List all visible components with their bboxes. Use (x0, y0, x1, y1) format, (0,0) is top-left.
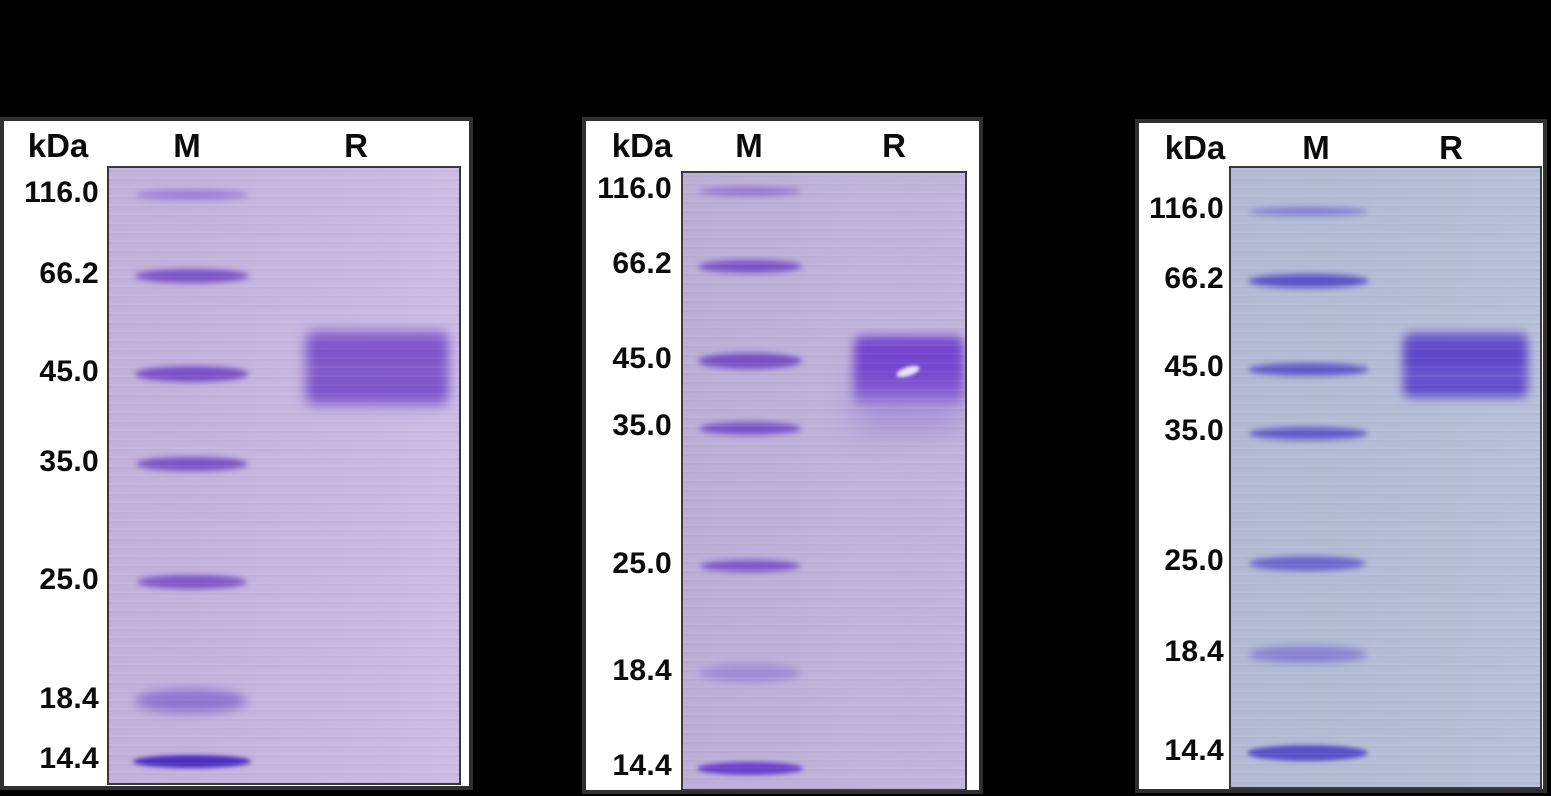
kda-unit-label: kDa (611, 127, 673, 164)
marker-band-18 (1248, 646, 1367, 663)
mw-label-35: 35.0 (1164, 414, 1224, 447)
marker-band-14 (133, 755, 251, 768)
mw-label-25: 25.0 (39, 563, 99, 596)
gel-image (107, 166, 461, 785)
marker-lane-label: M (735, 127, 763, 164)
mw-label-35: 35.0 (612, 409, 672, 442)
mw-label-66: 66.2 (39, 257, 99, 290)
mw-label-116: 116.0 (24, 176, 99, 209)
marker-band-66 (135, 269, 249, 283)
mw-label-18: 18.4 (1164, 635, 1224, 668)
gel-panel-2: kDa M R 116.0 66.2 45.0 35.0 25.0 18.4 1… (582, 117, 983, 794)
sample-band-r (1403, 333, 1528, 398)
marker-band-116 (1249, 207, 1368, 216)
gel-panel-1: kDa M R 116.0 66.2 45.0 35.0 25.0 18.4 1… (0, 117, 473, 790)
mw-label-66: 66.2 (612, 247, 672, 280)
mw-label-14: 14.4 (1164, 734, 1224, 767)
sample-lane-label: R (344, 127, 368, 164)
marker-band-66 (1248, 274, 1369, 288)
mw-label-45: 45.0 (612, 342, 672, 375)
gel-image (681, 171, 967, 791)
marker-band-116 (699, 187, 801, 196)
marker-band-45 (698, 353, 802, 369)
marker-band-45 (1248, 363, 1369, 376)
mw-label-14: 14.4 (39, 742, 99, 775)
sample-band-r (306, 331, 449, 406)
sample-lane-label: R (1439, 129, 1463, 166)
marker-band-35 (136, 457, 248, 471)
marker-band-66 (698, 260, 802, 273)
marker-band-25 (137, 575, 247, 589)
mw-label-35: 35.0 (39, 445, 99, 478)
marker-band-35 (699, 422, 801, 435)
sample-lane-label: R (882, 127, 906, 164)
mw-label-25: 25.0 (612, 547, 672, 580)
mw-label-116: 116.0 (1149, 192, 1224, 225)
marker-lane-label: M (1302, 129, 1330, 166)
marker-band-116 (136, 190, 248, 200)
mw-label-18: 18.4 (39, 682, 99, 715)
mw-label-116: 116.0 (597, 172, 672, 205)
marker-band-25 (700, 560, 800, 572)
kda-unit-label: kDa (1164, 129, 1226, 166)
marker-band-18 (135, 689, 247, 713)
marker-band-45 (135, 366, 249, 382)
gel-panel-3: kDa M R 116.0 66.2 45.0 35.0 25.0 18.4 1… (1135, 119, 1547, 793)
gel-image (1229, 166, 1542, 789)
mw-label-18: 18.4 (612, 654, 672, 687)
marker-band-14 (1247, 745, 1368, 761)
marker-band-25 (1249, 556, 1366, 571)
marker-band-14 (697, 762, 803, 775)
kda-unit-label: kDa (27, 127, 89, 164)
mw-label-66: 66.2 (1164, 262, 1224, 295)
gel-artifact-speck (895, 363, 921, 380)
mw-label-25: 25.0 (1164, 544, 1224, 577)
marker-band-35 (1249, 427, 1368, 440)
sample-band-r (854, 336, 964, 404)
mw-label-45: 45.0 (1164, 350, 1224, 383)
mw-label-14: 14.4 (612, 749, 672, 782)
marker-band-18 (699, 664, 801, 682)
mw-label-45: 45.0 (39, 355, 99, 388)
marker-lane-label: M (173, 127, 201, 164)
